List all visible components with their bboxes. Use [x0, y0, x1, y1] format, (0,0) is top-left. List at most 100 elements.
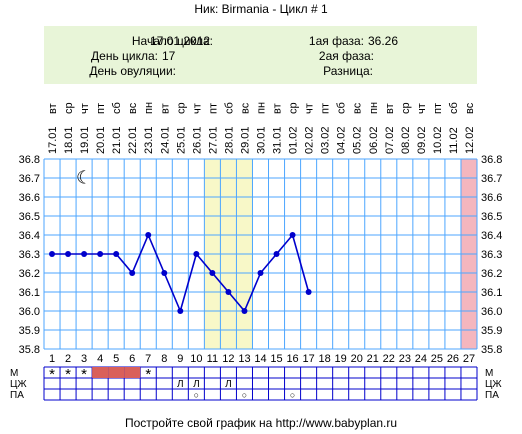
- menses-fill: [108, 367, 125, 378]
- y-tick-label: 36.3: [19, 249, 40, 261]
- date-text: 17.01: [47, 126, 59, 154]
- date-label: 29.01 вс: [239, 102, 251, 154]
- date-label: 08.02 ср: [400, 102, 412, 154]
- cycle-day-number: 3: [81, 353, 87, 365]
- cycle-day-number: 16: [286, 353, 298, 365]
- y-tick-label-right: 36.4: [481, 230, 502, 242]
- temperature-point: [145, 232, 152, 238]
- weekday-text: пт: [432, 103, 444, 114]
- y-tick-label-right: 36.7: [481, 173, 502, 185]
- cycle-day-number: 9: [177, 353, 183, 365]
- date-text: 24.01: [159, 126, 171, 154]
- date-label: 23.01 пн: [143, 102, 155, 154]
- date-label: 19.01 чт: [79, 103, 91, 154]
- date-label: 30.01 пн: [256, 102, 268, 154]
- page-title: Ник: Birmania - Цикл # 1: [194, 2, 328, 16]
- date-text: 10.02: [432, 126, 444, 154]
- cycle-day-number: 7: [145, 353, 151, 365]
- date-label: 06.02 пн: [368, 102, 380, 154]
- date-text: 26.01: [191, 126, 203, 154]
- intercourse-mark: ○: [290, 390, 295, 400]
- date-text: 29.01: [239, 126, 251, 154]
- weekday-text: пт: [95, 103, 107, 114]
- y-tick-label: 36.6: [19, 192, 40, 204]
- y-tick-label-right: 36.1: [481, 287, 502, 299]
- date-label: 28.01 сб: [223, 102, 235, 154]
- date-text: 28.01: [223, 126, 235, 154]
- cycle-day-number: 12: [222, 353, 234, 365]
- date-text: 07.02: [384, 126, 396, 154]
- weekday-text: ср: [63, 102, 75, 114]
- weekday-text: пт: [320, 103, 332, 114]
- row-label-right: М: [485, 368, 493, 379]
- cycle-day-value: 17: [162, 49, 176, 63]
- y-tick-label: 36.5: [19, 211, 40, 223]
- date-label: 03.02 пт: [320, 103, 332, 154]
- intercourse-mark: ○: [242, 390, 247, 400]
- weekday-text: сб: [111, 102, 123, 114]
- y-tick-label-right: 35.9: [481, 325, 502, 337]
- weekday-text: вс: [464, 102, 476, 114]
- temperature-point: [161, 270, 168, 276]
- temperature-point: [129, 270, 136, 276]
- date-text: 04.02: [336, 126, 348, 154]
- date-label: 27.01 пт: [207, 103, 219, 154]
- date-text: 25.01: [175, 126, 187, 154]
- weekday-text: вт: [384, 103, 396, 114]
- temperature-point: [305, 289, 312, 295]
- y-tick-label: 35.9: [19, 325, 40, 337]
- temperature-point: [113, 251, 120, 257]
- weekday-text: вт: [47, 103, 59, 114]
- cycle-day-number: 13: [238, 353, 250, 365]
- cycle-day-number: 23: [399, 353, 411, 365]
- cycle-day-number: 22: [383, 353, 395, 365]
- temperature-point: [273, 251, 280, 257]
- phase1-value: 36.26: [368, 34, 398, 48]
- temperature-point: [97, 251, 104, 257]
- y-tick-label: 36.1: [19, 287, 40, 299]
- date-label: 07.02 вт: [384, 103, 396, 154]
- cycle-day-number: 24: [415, 353, 427, 365]
- date-label: 11.02 сб: [448, 102, 460, 154]
- date-label: 20.01 пт: [95, 103, 107, 154]
- date-label: 01.02 ср: [288, 102, 300, 154]
- chart-series-layer: [49, 232, 312, 314]
- y-tick-label-right: 36.0: [481, 306, 502, 318]
- date-label: 12.02 вс: [464, 102, 476, 154]
- date-label: 04.02 сб: [336, 102, 348, 154]
- date-text: 06.02: [368, 126, 380, 154]
- date-text: 12.02: [464, 126, 476, 154]
- date-text: 20.01: [95, 126, 107, 154]
- menses-star: *: [81, 366, 87, 383]
- temperature-point: [177, 308, 184, 314]
- row-label: М: [10, 368, 18, 379]
- weekday-text: чт: [416, 103, 428, 114]
- cycle-day-number: 8: [161, 353, 167, 365]
- date-text: 03.02: [320, 126, 332, 154]
- date-text: 05.02: [352, 126, 364, 154]
- date-label: 31.01 вт: [272, 103, 284, 154]
- date-label: 09.02 чт: [416, 103, 428, 154]
- weekday-text: ср: [400, 102, 412, 114]
- cycle-start-value: 17.01.2012: [150, 34, 210, 48]
- date-label: 25.01 ср: [175, 102, 187, 154]
- temperature-point: [193, 251, 200, 257]
- y-tick-label-right: 36.8: [481, 154, 502, 166]
- y-tick-label-right: 36.3: [481, 249, 502, 261]
- menses-fill: [124, 367, 141, 378]
- y-tick-label-right: 36.2: [481, 268, 502, 280]
- y-tick-label: 36.2: [19, 268, 40, 280]
- y-tick-label: 36.0: [19, 306, 40, 318]
- date-label: 17.01 вт: [47, 103, 59, 154]
- weekday-text: ср: [288, 102, 300, 114]
- date-text: 31.01: [272, 126, 284, 154]
- weekday-text: вс: [352, 102, 364, 114]
- row-label-right: ЦЖ: [485, 379, 502, 390]
- y-tick-label: 36.4: [19, 230, 40, 242]
- row-label: ЦЖ: [10, 379, 27, 390]
- weekday-text: пн: [368, 102, 380, 114]
- date-text: 22.01: [127, 126, 139, 154]
- cycle-day-number: 15: [270, 353, 282, 365]
